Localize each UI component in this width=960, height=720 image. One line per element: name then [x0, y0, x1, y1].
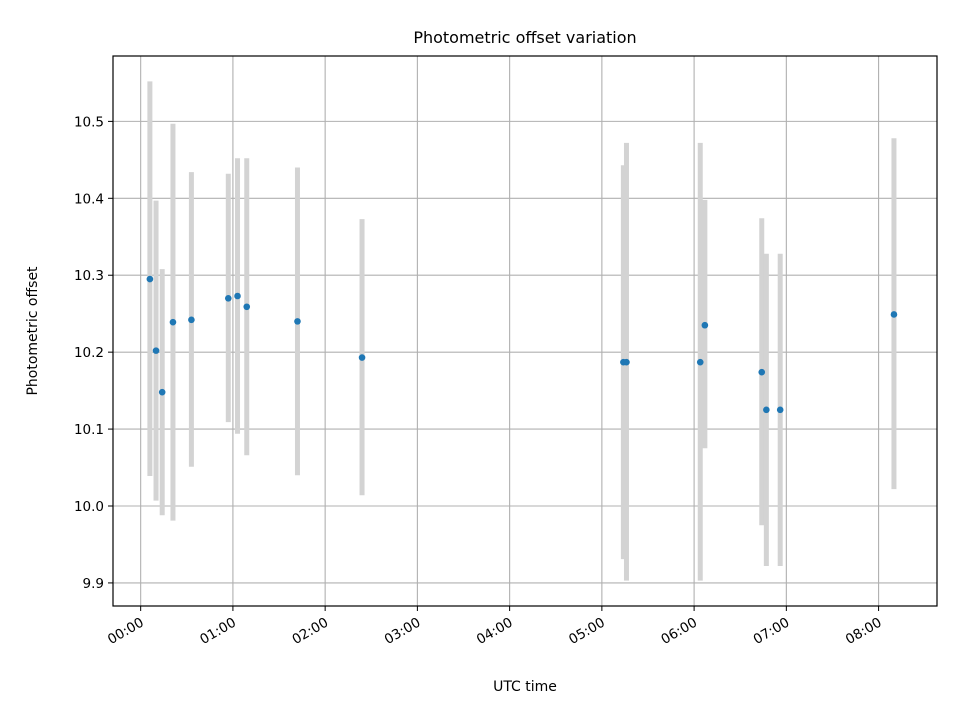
data-point: [146, 275, 154, 283]
data-point: [890, 311, 898, 318]
data-point: [158, 388, 166, 396]
data-point: [224, 295, 232, 302]
x-axis-label: UTC time: [493, 679, 557, 695]
data-point: [169, 318, 177, 326]
y-tick-label: 10.1: [74, 422, 104, 438]
y-tick-label: 10.3: [74, 268, 104, 284]
data-point: [188, 316, 195, 324]
y-axis-label: Photometric offset: [25, 266, 41, 396]
grid: [113, 56, 937, 606]
data-point: [243, 303, 251, 311]
y-tick-label: 10.0: [74, 499, 104, 515]
data-point: [358, 354, 366, 361]
data-point: [763, 406, 770, 414]
data-point: [696, 358, 704, 366]
data-point: [758, 368, 766, 376]
data-points: [146, 275, 898, 414]
y-tick-label: 10.2: [74, 345, 104, 361]
data-point: [152, 347, 160, 354]
plot-frame: [112, 55, 938, 607]
data-point: [234, 292, 241, 300]
chart-title: Photometric offset variation: [413, 28, 636, 47]
y-tick-label: 10.5: [74, 114, 104, 130]
data-point: [623, 358, 630, 366]
data-point: [294, 318, 301, 325]
data-point: [701, 321, 709, 329]
y-tick-label: 9.9: [83, 576, 104, 592]
y-axis-ticks: 9.9 10.0 10.1 10.2 10.3 10.4 10.5: [74, 114, 113, 592]
y-tick-label: 10.4: [74, 191, 104, 207]
data-point: [776, 406, 784, 414]
